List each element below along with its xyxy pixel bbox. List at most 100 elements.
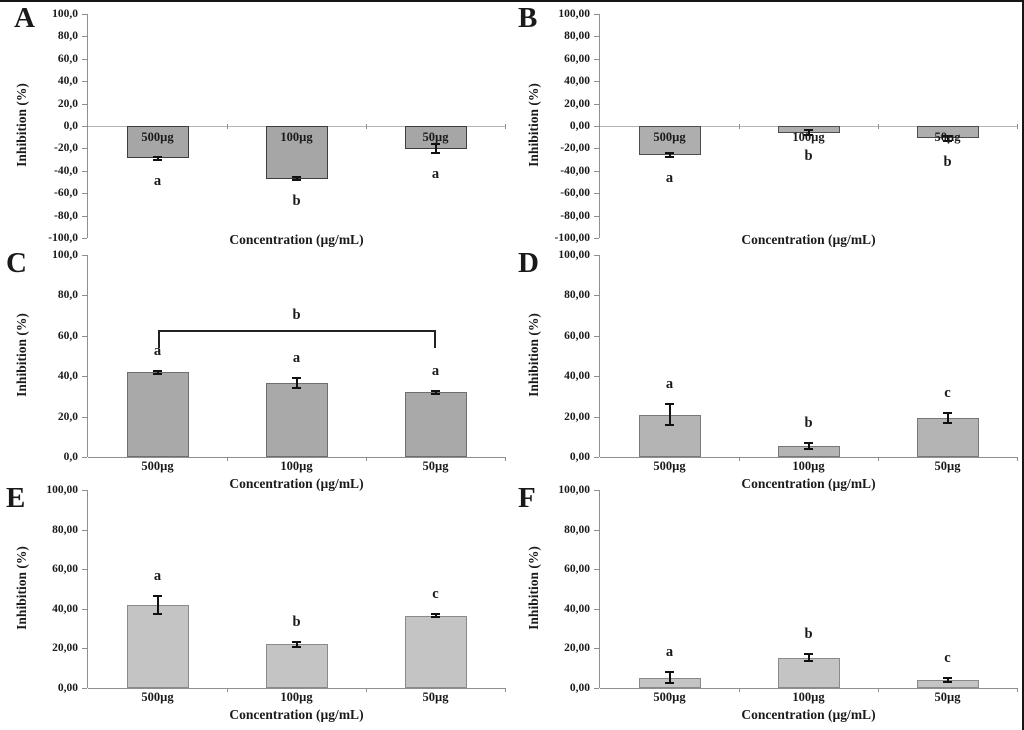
- sig-letter: b: [292, 614, 301, 631]
- y-tick: [82, 295, 87, 297]
- y-tick: [82, 255, 87, 256]
- y-tick-label: -60,00: [560, 187, 590, 200]
- y-axis-title: Inhibition (%): [526, 313, 541, 397]
- y-tick: [594, 490, 599, 491]
- error-bar-cap: [292, 179, 301, 182]
- y-tick: [594, 457, 599, 458]
- error-bar-cap: [804, 660, 813, 663]
- error-bar-cap: [431, 143, 440, 146]
- panel-letter: D: [518, 247, 539, 279]
- error-bar-cap: [153, 369, 162, 372]
- y-tick: [594, 648, 599, 650]
- error-bar: [807, 442, 810, 449]
- error-bar-cap: [943, 411, 952, 414]
- y-tick-label: 40,00: [52, 602, 78, 615]
- sig-letter: b: [804, 626, 813, 643]
- panel-letter: B: [518, 2, 538, 34]
- y-tick: [594, 255, 599, 256]
- error-bar-cap: [665, 681, 674, 684]
- panel-d: D Inhibition (%) 100,00 80,00 60,00 40,00 20,0…: [512, 247, 1022, 491]
- sig-letter: c: [432, 586, 439, 603]
- y-tick-label: 100,00: [558, 484, 590, 496]
- y-tick: [82, 126, 87, 127]
- bracket-label: b: [292, 306, 301, 323]
- bar-label: 100µg: [792, 130, 825, 144]
- x-tick: [1017, 124, 1018, 129]
- significance-bracket: [157, 329, 436, 348]
- sig-letter: a: [431, 166, 440, 183]
- y-axis-title: Inhibition (%): [14, 313, 29, 397]
- bar: [126, 604, 189, 688]
- sig-letter: a: [292, 350, 301, 367]
- y-tick-label: 20,00: [564, 642, 590, 655]
- error-bar: [946, 412, 949, 423]
- y-tick: [594, 170, 599, 172]
- y-tick-label: 100,0: [52, 249, 78, 261]
- error-bar-cap: [665, 423, 674, 426]
- y-tick: [82, 608, 87, 610]
- y-tick-label: 60,00: [564, 52, 590, 65]
- y-tick: [594, 295, 599, 297]
- y-tick-label: -40,00: [560, 164, 590, 177]
- x-tick: [878, 688, 879, 692]
- y-tick-label: 100,00: [558, 8, 590, 20]
- error-bar-cap: [665, 156, 674, 159]
- y-tick: [594, 529, 599, 531]
- panel-a: A Inhibition (%) 100,0 80,0 60,0 40,0 20,0 0,0-…: [0, 2, 512, 247]
- y-tick: [82, 457, 87, 458]
- error-bar-cap: [431, 152, 440, 155]
- y-tick-label: 100,00: [558, 249, 590, 261]
- y-tick: [82, 193, 87, 195]
- error-bar-cap: [292, 641, 301, 644]
- x-tick: [227, 124, 228, 129]
- error-bar-cap: [153, 372, 162, 375]
- y-axis-line: [87, 255, 88, 457]
- bar: [265, 126, 328, 179]
- y-tick: [594, 569, 599, 571]
- y-tick-label: 80,00: [564, 30, 590, 43]
- y-tick: [82, 36, 87, 38]
- error-bar: [156, 595, 159, 614]
- error-bar-cap: [153, 159, 162, 162]
- x-axis-line: [88, 457, 505, 458]
- x-tick: [505, 688, 506, 692]
- x-tick: [739, 124, 740, 129]
- error-bar: [668, 152, 671, 158]
- x-tick: [878, 457, 879, 461]
- y-tick-label: 40,00: [564, 602, 590, 615]
- x-axis-title: Concentration (µg/mL): [741, 476, 876, 491]
- x-tick: [739, 688, 740, 692]
- y-tick-label: -20,0: [54, 142, 78, 155]
- x-tick: [227, 457, 228, 461]
- x-axis-title: Concentration (µg/mL): [229, 232, 364, 247]
- error-bar-cap: [804, 133, 813, 136]
- y-tick: [82, 103, 87, 105]
- y-tick-label: -80,0: [54, 209, 78, 222]
- y-axis-line: [87, 14, 88, 238]
- y-tick: [82, 14, 87, 15]
- panel-letter: E: [6, 482, 26, 514]
- error-bar: [946, 136, 949, 141]
- category-label: 500µg: [653, 690, 686, 704]
- y-tick: [594, 148, 599, 150]
- category-label: 100µg: [792, 690, 825, 704]
- y-tick: [594, 36, 599, 38]
- y-tick: [594, 103, 599, 105]
- y-tick: [82, 335, 87, 337]
- bar: [777, 657, 840, 688]
- category-label: 100µg: [280, 459, 313, 473]
- y-tick: [82, 238, 87, 239]
- y-axis-title: Inhibition (%): [14, 546, 29, 630]
- error-bar-cap: [804, 129, 813, 132]
- error-bar: [668, 404, 671, 425]
- category-label: 50µg: [934, 690, 961, 704]
- bar-label: 500µg: [653, 130, 686, 144]
- y-axis-line: [599, 490, 600, 688]
- y-tick-label: 40,0: [57, 370, 78, 383]
- y-tick-label: 20,00: [52, 642, 78, 655]
- x-axis-line: [600, 457, 1017, 458]
- error-bar: [434, 614, 437, 618]
- y-tick: [82, 148, 87, 150]
- panel-b: B Inhibition (%) 100,00 80,00 60,00 40,00 20,0…: [512, 2, 1022, 247]
